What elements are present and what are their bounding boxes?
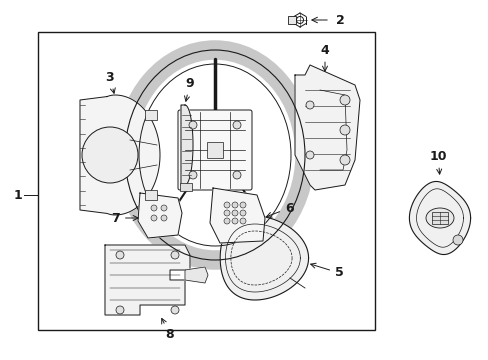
- Circle shape: [339, 125, 349, 135]
- Polygon shape: [105, 245, 190, 315]
- Polygon shape: [408, 181, 469, 255]
- Polygon shape: [294, 65, 359, 190]
- Polygon shape: [138, 193, 182, 238]
- Text: 7: 7: [111, 212, 138, 225]
- Ellipse shape: [425, 208, 453, 228]
- Bar: [145, 190, 157, 200]
- Text: 8: 8: [162, 319, 174, 342]
- Circle shape: [189, 171, 197, 179]
- Text: 10: 10: [428, 149, 446, 174]
- Circle shape: [116, 251, 124, 259]
- Circle shape: [232, 121, 241, 129]
- Circle shape: [305, 101, 313, 109]
- Text: 5: 5: [310, 263, 343, 279]
- Circle shape: [224, 202, 229, 208]
- Circle shape: [232, 171, 241, 179]
- Bar: [180, 183, 192, 191]
- Circle shape: [189, 121, 197, 129]
- Circle shape: [224, 218, 229, 224]
- Polygon shape: [220, 216, 308, 300]
- Bar: [206, 142, 223, 158]
- FancyBboxPatch shape: [178, 110, 251, 190]
- Circle shape: [161, 215, 167, 221]
- Circle shape: [240, 210, 245, 216]
- Circle shape: [171, 251, 179, 259]
- Circle shape: [231, 210, 238, 216]
- Text: 9: 9: [184, 77, 194, 101]
- Polygon shape: [181, 105, 193, 185]
- Circle shape: [151, 205, 157, 211]
- Circle shape: [116, 306, 124, 314]
- Polygon shape: [80, 95, 160, 215]
- Circle shape: [231, 218, 238, 224]
- Polygon shape: [209, 188, 264, 243]
- Circle shape: [224, 210, 229, 216]
- Text: 4: 4: [320, 44, 329, 71]
- Bar: [287, 16, 295, 24]
- Circle shape: [452, 235, 462, 245]
- Bar: [431, 212, 447, 224]
- Circle shape: [210, 146, 219, 154]
- Circle shape: [240, 218, 245, 224]
- Text: 3: 3: [105, 71, 115, 93]
- Text: 1: 1: [14, 189, 22, 202]
- Circle shape: [161, 205, 167, 211]
- Circle shape: [82, 127, 138, 183]
- Circle shape: [240, 202, 245, 208]
- Text: 2: 2: [335, 14, 344, 27]
- Circle shape: [171, 306, 179, 314]
- Circle shape: [231, 202, 238, 208]
- Circle shape: [151, 215, 157, 221]
- Circle shape: [339, 155, 349, 165]
- Circle shape: [305, 151, 313, 159]
- Bar: [38, 32, 374, 330]
- Polygon shape: [184, 267, 207, 283]
- Text: 6: 6: [266, 202, 293, 217]
- Circle shape: [339, 95, 349, 105]
- Bar: [145, 110, 157, 120]
